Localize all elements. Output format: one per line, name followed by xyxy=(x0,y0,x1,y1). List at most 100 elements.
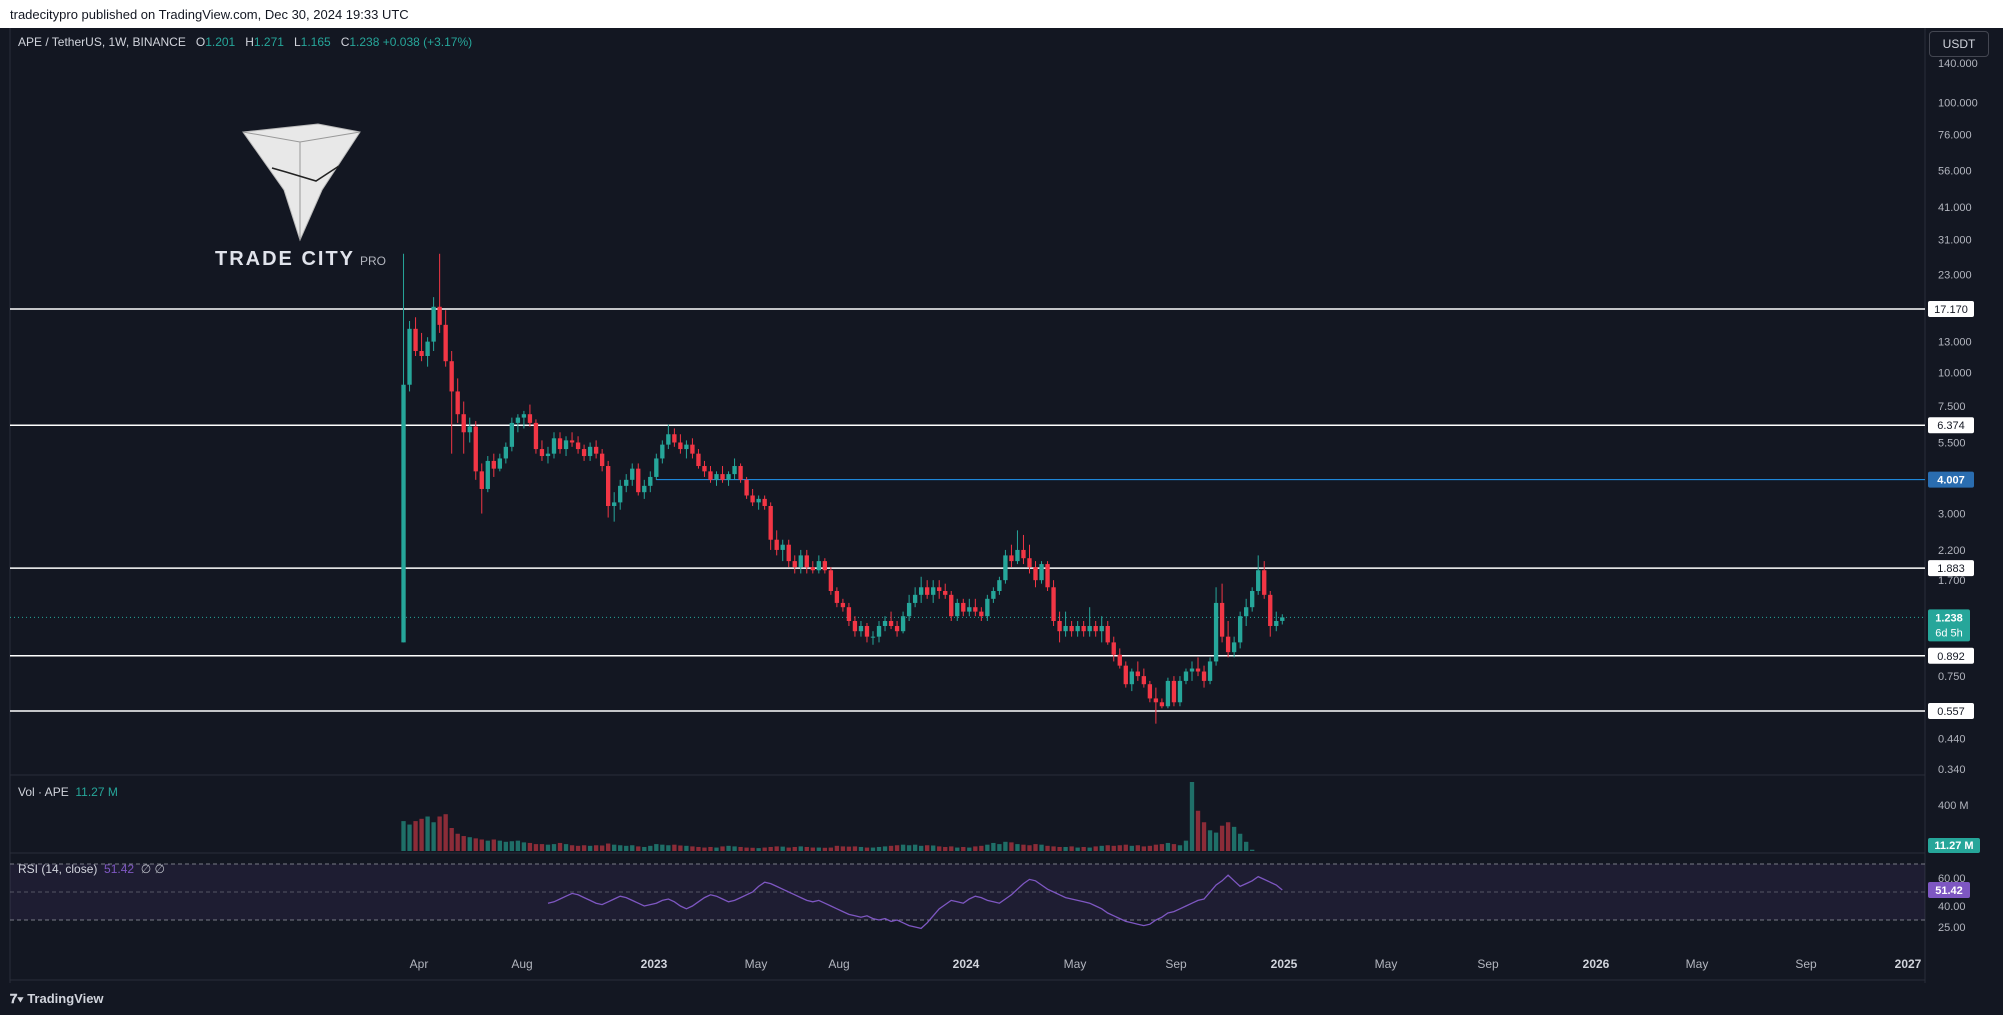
volume-bar-70 xyxy=(816,847,821,851)
candle-body-33 xyxy=(593,446,599,454)
candle-body-127 xyxy=(1159,702,1165,707)
high-value: 1.271 xyxy=(253,35,284,49)
candle-body-50 xyxy=(696,453,701,467)
candle-body-18 xyxy=(503,446,509,459)
volume-bar-60 xyxy=(756,848,761,851)
candle-body-53 xyxy=(714,474,719,480)
candle-body-101 xyxy=(1003,555,1008,581)
volume-bar-29 xyxy=(569,845,575,851)
candle-body-10 xyxy=(455,391,460,415)
candle-body-136 xyxy=(1213,602,1219,662)
volume-bar-16 xyxy=(491,839,496,851)
low-value: 1.165 xyxy=(300,35,331,49)
price-tick-4: 56.000 xyxy=(1938,165,1972,177)
volume-bar-102 xyxy=(1009,842,1014,851)
candle-body-105 xyxy=(1027,558,1032,568)
level-label-3: 1.883 xyxy=(1937,563,1965,575)
volume-bar-43 xyxy=(654,844,659,851)
candle-body-69 xyxy=(810,567,815,571)
volume-bar-142 xyxy=(1250,849,1255,851)
candle-body-81 xyxy=(882,621,888,626)
candle-body-120 xyxy=(1117,654,1122,666)
volume-bar-52 xyxy=(708,846,713,851)
last-price-label: 1.238 xyxy=(1935,612,1963,624)
candle-body-117 xyxy=(1099,625,1104,632)
candle-body-135 xyxy=(1207,661,1213,681)
open-value: 1.201 xyxy=(205,35,236,49)
volume-bar-3 xyxy=(413,821,418,851)
candle-body-79 xyxy=(870,636,876,638)
candle-body-138 xyxy=(1225,636,1231,653)
candle-body-125 xyxy=(1147,684,1153,699)
volume-bar-48 xyxy=(684,845,689,851)
change-value: +0.038 (+3.17%) xyxy=(382,35,473,49)
currency-button[interactable]: USDT xyxy=(1929,31,1989,57)
blue-level-label: 4.007 xyxy=(1937,475,1965,487)
horizontal-levels xyxy=(10,308,1925,712)
candle-body-31 xyxy=(581,449,587,457)
rsi-tick-1: 60.00 xyxy=(1938,873,1966,885)
volume-bar-125 xyxy=(1147,845,1153,851)
candle-body-71 xyxy=(822,561,828,571)
level-label-bg-4 xyxy=(1928,647,1974,664)
candle-body-99 xyxy=(991,590,996,599)
footer-bar xyxy=(0,986,2003,1015)
volume-bar-101 xyxy=(1003,841,1008,851)
candle-body-87 xyxy=(918,587,924,595)
candle-body-14 xyxy=(479,471,484,489)
volume-bar-137 xyxy=(1219,825,1225,851)
volume-bar-51 xyxy=(702,847,707,851)
tradingview-icon: 𝟕▾ xyxy=(10,991,24,1006)
volume-bar-135 xyxy=(1207,830,1213,851)
volume-bar-97 xyxy=(979,845,984,851)
volume-bar-104 xyxy=(1021,844,1026,851)
close-label: C xyxy=(340,35,350,49)
candle-body-59 xyxy=(750,495,755,503)
candle-body-61 xyxy=(762,498,767,506)
price-tick-11: 5.500 xyxy=(1938,437,1966,449)
volume-bar-10 xyxy=(455,833,460,851)
volume-bar-63 xyxy=(774,846,779,851)
volume-bar-22 xyxy=(527,842,533,851)
candle-body-30 xyxy=(575,442,581,450)
tradingview-logo[interactable]: 𝟕▾ TradingView xyxy=(10,991,104,1007)
volume-bar-122 xyxy=(1129,845,1134,851)
candles xyxy=(401,253,1285,724)
volume-bar-49 xyxy=(690,846,695,851)
candle-body-9 xyxy=(449,361,454,392)
candle-body-44 xyxy=(660,444,665,459)
candle-body-76 xyxy=(852,621,858,632)
candle-body-111 xyxy=(1063,625,1068,632)
volume-bar-106 xyxy=(1033,844,1038,851)
candle-body-110 xyxy=(1057,621,1062,632)
volume-bar-123 xyxy=(1135,845,1140,851)
candle-body-129 xyxy=(1171,680,1177,703)
candle-body-118 xyxy=(1105,625,1110,643)
candle-body-35 xyxy=(605,466,611,506)
candle-body-39 xyxy=(630,468,635,480)
price-tick-7: 23.000 xyxy=(1938,270,1972,282)
trade-city-logo: TRADE CITY PRO xyxy=(215,123,386,270)
rsi-tick-2: 40.00 xyxy=(1938,901,1966,913)
price-tick-2: 100.000 xyxy=(1938,97,1978,109)
volume-bar-79 xyxy=(870,847,876,851)
open-label: O xyxy=(195,35,206,49)
volume-bar-117 xyxy=(1099,845,1104,851)
volume-bar-100 xyxy=(997,844,1002,851)
volume-bar-7 xyxy=(437,816,442,851)
candle-body-47 xyxy=(678,442,683,450)
volume-bar-116 xyxy=(1093,846,1098,851)
candle-body-97 xyxy=(979,611,984,617)
price-tick-14: 1.700 xyxy=(1938,575,1966,587)
candle-body-91 xyxy=(943,590,948,595)
time-tick-9: 2025 xyxy=(1271,957,1298,971)
volume-bar-99 xyxy=(991,842,996,851)
candle-body-144 xyxy=(1262,570,1267,595)
volume-bar-82 xyxy=(888,845,894,851)
candle-body-88 xyxy=(924,587,930,595)
volume-bar-53 xyxy=(714,847,719,851)
volume-tick: 400 M xyxy=(1938,800,1969,812)
candle-body-103 xyxy=(1015,549,1020,562)
volume-bar-50 xyxy=(696,846,701,851)
